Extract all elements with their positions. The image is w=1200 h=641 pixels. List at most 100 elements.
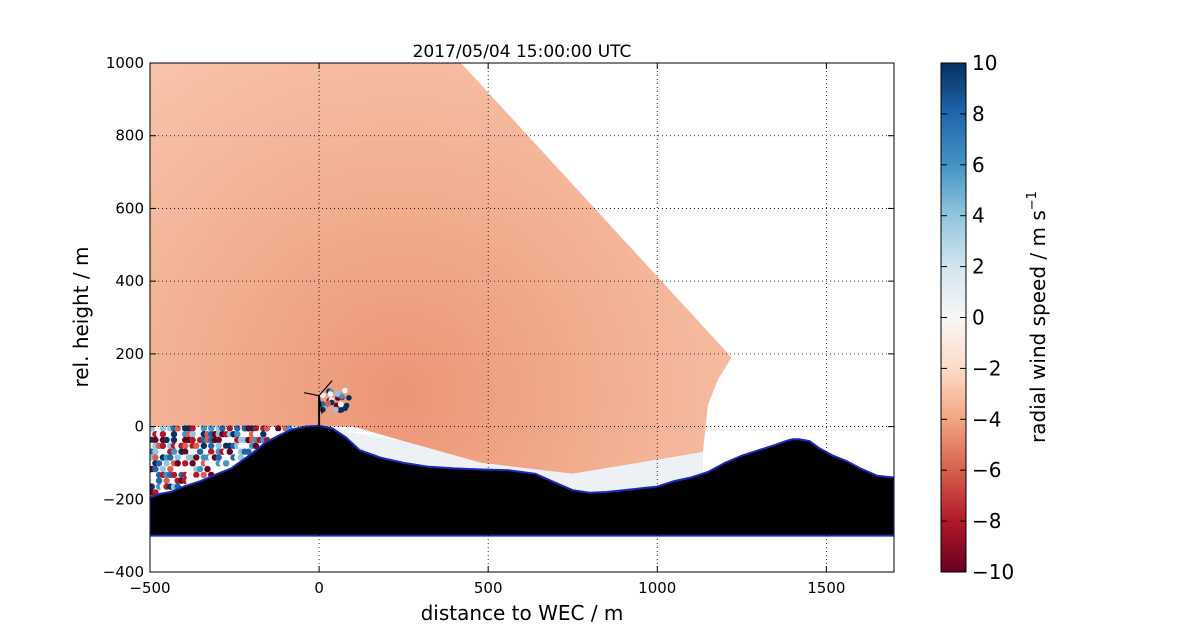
- noise-point: [200, 442, 207, 449]
- noise-point: [234, 425, 241, 432]
- noise-point: [189, 436, 196, 444]
- noise-point: [189, 431, 196, 438]
- noise-point: [152, 436, 159, 444]
- colorbar-tick-label: 2: [972, 255, 985, 279]
- noise-point: [167, 454, 174, 461]
- colorbar-tick-label: −6: [972, 458, 1001, 482]
- noise-point: [159, 431, 167, 438]
- noise-point: [159, 442, 167, 449]
- noise-point: [152, 448, 159, 455]
- y-axis-ticks: −400 −200 0 200 400 600 800 1000: [103, 54, 894, 581]
- noise-point: [159, 465, 167, 473]
- noise-point: [189, 460, 196, 467]
- noise-point: [193, 454, 200, 461]
- colorbar-tick-label: 8: [972, 102, 985, 126]
- x-axis-ticks: −500 0 500 1000 1500: [129, 63, 845, 597]
- y-tick-label: 1000: [106, 54, 144, 72]
- noise-point: [182, 442, 189, 449]
- noise-point: [237, 442, 245, 449]
- noise-point: [245, 448, 252, 455]
- noise-point: [152, 454, 159, 461]
- grid-lines: [150, 63, 894, 572]
- scan-sector-field: [150, 63, 732, 474]
- noise-point: [226, 425, 233, 432]
- rotor-return-point: [343, 402, 350, 409]
- noise-point: [234, 431, 241, 438]
- noise-point: [170, 471, 178, 479]
- noise-point: [215, 442, 222, 449]
- colorbar-tick-label: −4: [972, 407, 1001, 431]
- rotor-return-point: [342, 387, 348, 394]
- x-tick-label: 1000: [638, 579, 676, 597]
- rotor-return-point: [333, 402, 340, 409]
- noise-point: [215, 454, 222, 461]
- noise-point: [193, 442, 200, 449]
- y-tick-label: −200: [103, 490, 144, 508]
- noise-point: [200, 471, 207, 479]
- noise-point: [196, 465, 204, 473]
- noise-point: [200, 425, 207, 432]
- noise-point: [260, 431, 267, 438]
- y-tick-label: 200: [115, 345, 144, 363]
- y-tick-label: −400: [103, 563, 144, 581]
- colorbar-tick-label: −8: [972, 509, 1001, 533]
- noise-point: [263, 425, 271, 432]
- noise-point: [163, 436, 170, 444]
- noise-point: [155, 460, 163, 467]
- noise-point: [152, 465, 159, 473]
- y-tick-label: 800: [115, 127, 144, 145]
- noise-point: [170, 436, 178, 444]
- colorbar-tick-label: −2: [972, 356, 1001, 380]
- colorbar-label-exponent: −1: [1025, 191, 1040, 210]
- noise-point: [226, 448, 233, 455]
- turbine-blade: [303, 392, 320, 397]
- noise-point: [163, 477, 170, 484]
- plot-content: [150, 63, 894, 537]
- rotor-return-point: [346, 395, 352, 401]
- rotor-return-point: [325, 400, 331, 407]
- colorbar-label-main: radial wind speed / m s: [1026, 210, 1050, 443]
- y-tick-label: 0: [134, 418, 144, 436]
- noise-point: [252, 431, 260, 438]
- noise-point: [275, 425, 282, 432]
- noise-point: [189, 448, 196, 455]
- noise-point: [189, 425, 196, 432]
- chart-title: 2017/05/04 15:00:00 UTC: [413, 42, 632, 62]
- noise-point: [163, 460, 170, 467]
- colorbar-tick-label: 4: [972, 204, 985, 228]
- turbine-blade: [318, 395, 323, 414]
- noise-point: [252, 442, 260, 449]
- turbine-blade: [318, 380, 333, 397]
- terrain-profile: [150, 424, 894, 537]
- rotor-return-point: [327, 391, 334, 397]
- x-tick-label: 500: [474, 579, 503, 597]
- noise-point: [174, 425, 181, 432]
- noise-point: [155, 477, 163, 484]
- noise-point: [204, 460, 211, 467]
- x-axis-label: distance to WEC / m: [421, 601, 624, 625]
- noise-point: [215, 436, 222, 444]
- noise-point: [174, 454, 181, 461]
- noise-point: [222, 460, 230, 467]
- noise-point: [182, 448, 189, 455]
- noise-point: [208, 448, 215, 455]
- noise-point: [170, 448, 178, 455]
- noise-point: [193, 471, 200, 479]
- rotor-return-point: [334, 391, 341, 397]
- y-tick-label: 600: [115, 199, 144, 217]
- noise-point: [170, 431, 178, 438]
- noise-point: [150, 483, 155, 490]
- noise-point: [252, 425, 260, 432]
- noise-point: [185, 477, 193, 484]
- rotor-return-point: [333, 406, 339, 413]
- colorbar-tick-label: 0: [972, 306, 985, 330]
- colorbar-ticks: −10 −8 −6 −4 −2 0 2 4 6 8 10: [941, 51, 1014, 584]
- noise-point: [150, 477, 155, 484]
- y-axis-label: rel. height / m: [69, 246, 93, 387]
- noise-point: [185, 471, 193, 479]
- x-tick-label: 0: [314, 579, 324, 597]
- colorbar-tick-label: −10: [972, 560, 1014, 584]
- noise-point: [167, 465, 174, 473]
